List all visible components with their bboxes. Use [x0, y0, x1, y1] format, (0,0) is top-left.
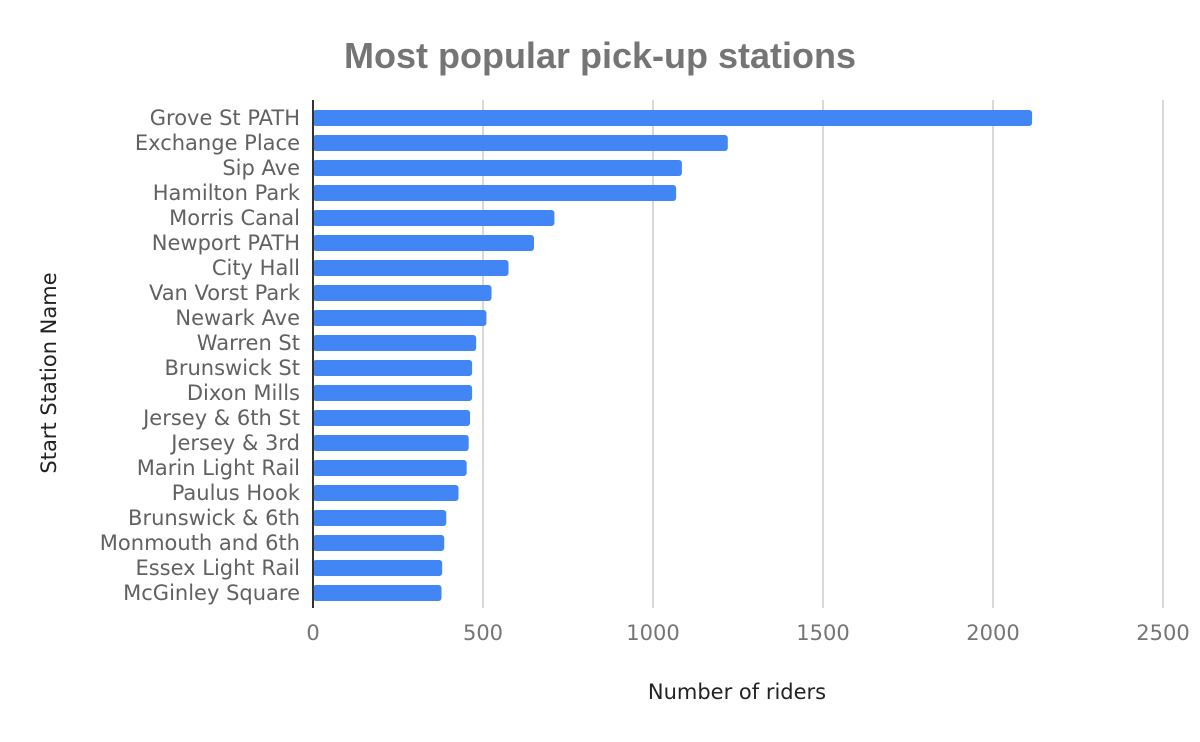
bar [313, 185, 677, 201]
bar [313, 435, 469, 451]
x-tick-label: 1000 [626, 621, 679, 645]
category-label: Dixon Mills [187, 381, 300, 405]
bar [313, 160, 682, 176]
category-label: Warren St [197, 331, 300, 355]
x-tick-label: 2500 [1136, 621, 1189, 645]
category-label: Jersey & 3rd [169, 431, 300, 455]
category-label: Paulus Hook [172, 481, 301, 505]
bar [313, 260, 509, 276]
bar [313, 460, 467, 476]
bar [313, 210, 555, 226]
category-label: Essex Light Rail [135, 556, 300, 580]
category-label: Sip Ave [222, 156, 300, 180]
x-tick-labels: 0 500 1000 1500 2000 2500 [306, 621, 1189, 645]
bar [313, 360, 473, 376]
x-tick-label: 2000 [966, 621, 1019, 645]
category-label: Brunswick St [164, 356, 300, 380]
category-label: City Hall [212, 256, 300, 280]
category-label: Hamilton Park [153, 181, 301, 205]
bar [313, 535, 445, 551]
x-tick-label: 0 [306, 621, 319, 645]
category-label: Morris Canal [169, 206, 300, 230]
bar [313, 310, 487, 326]
bar [313, 335, 477, 351]
category-label: McGinley Square [123, 581, 300, 605]
category-label: Exchange Place [135, 131, 300, 155]
bar [313, 510, 447, 526]
bar [313, 385, 473, 401]
category-label: Marin Light Rail [137, 456, 300, 480]
bars [313, 110, 1033, 601]
category-label: Grove St PATH [150, 106, 300, 130]
bar [313, 285, 492, 301]
bar [313, 485, 459, 501]
bar [313, 135, 728, 151]
y-axis-title: Start Station Name [37, 272, 61, 473]
gridlines [482, 100, 1164, 608]
x-tick-label: 500 [463, 621, 503, 645]
category-label: Monmouth and 6th [100, 531, 300, 555]
x-axis-title: Number of riders [648, 680, 826, 704]
category-label: Van Vorst Park [149, 281, 301, 305]
bar [313, 585, 442, 601]
x-tick-label: 1500 [796, 621, 849, 645]
bar [313, 410, 471, 426]
category-label: Jersey & 6th St [141, 406, 300, 430]
chart-title: Most popular pick-up stations [344, 35, 856, 76]
category-label: Newark Ave [175, 306, 300, 330]
bar [313, 235, 534, 251]
category-label: Brunswick & 6th [128, 506, 300, 530]
bar [313, 560, 443, 576]
category-label: Newport PATH [152, 231, 300, 255]
bar [313, 110, 1033, 126]
